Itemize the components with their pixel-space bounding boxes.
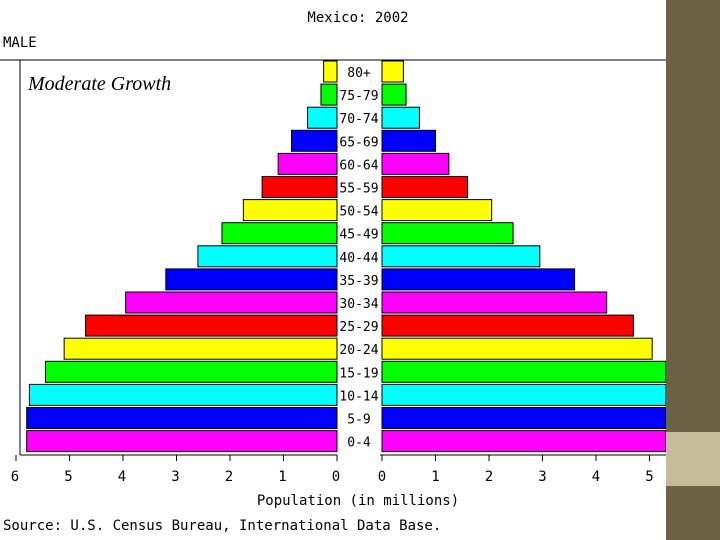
male-bar-20-24 bbox=[63, 337, 338, 360]
age-label: 0-4 bbox=[347, 436, 371, 451]
male-bar-15-19 bbox=[44, 360, 338, 383]
male-bar-50-54 bbox=[242, 199, 338, 222]
age-label: 10-14 bbox=[339, 389, 378, 404]
age-label: 70-74 bbox=[339, 112, 378, 127]
right-tick-label: 5 bbox=[645, 469, 653, 485]
age-label: 25-29 bbox=[339, 320, 378, 335]
x-axis-label: Population (in millions) bbox=[257, 493, 459, 509]
female-bar-25-29 bbox=[381, 314, 634, 337]
age-label: 55-59 bbox=[339, 182, 378, 197]
age-label: 60-64 bbox=[339, 158, 378, 173]
source-note: Source: U.S. Census Bureau, Internationa… bbox=[3, 518, 441, 534]
male-bar-55-59 bbox=[261, 176, 338, 198]
female-bar-75-79 bbox=[381, 83, 407, 106]
slide-side-swatch bbox=[666, 432, 720, 486]
right-tick-label: 1 bbox=[431, 469, 439, 485]
female-bar-60-64 bbox=[381, 152, 450, 175]
left-tick-label: 0 bbox=[332, 469, 340, 485]
female-bars bbox=[381, 60, 667, 453]
right-axis-ticks: 0 1 2 3 4 5 bbox=[378, 455, 654, 485]
female-bar-65-69 bbox=[381, 129, 436, 152]
left-tick-label: 5 bbox=[64, 469, 72, 485]
age-label: 15-19 bbox=[339, 366, 378, 381]
left-tick-label: 6 bbox=[11, 469, 19, 485]
age-label: 5-9 bbox=[347, 413, 370, 428]
female-bar-80+ bbox=[381, 60, 404, 83]
left-tick-label: 4 bbox=[118, 469, 126, 485]
left-tick-label: 1 bbox=[278, 469, 286, 485]
male-bar-30-34 bbox=[125, 291, 338, 314]
age-label: 20-24 bbox=[339, 343, 378, 358]
female-bar-50-54 bbox=[381, 199, 493, 222]
female-bar-15-19 bbox=[381, 360, 667, 383]
right-tick-label: 3 bbox=[538, 469, 546, 485]
female-bar-30-34 bbox=[381, 291, 608, 314]
female-bar-5-9 bbox=[381, 407, 667, 429]
left-axis-ticks: 6 5 4 3 2 1 0 bbox=[11, 455, 340, 485]
male-bar-80+ bbox=[323, 60, 338, 83]
left-tick-label: 3 bbox=[171, 469, 179, 485]
age-label: 65-69 bbox=[339, 135, 378, 150]
male-bar-40-44 bbox=[197, 245, 338, 268]
chart-title: Mexico: 2002 bbox=[307, 10, 408, 26]
female-bar-55-59 bbox=[381, 176, 469, 198]
female-bar-0-4 bbox=[381, 430, 667, 453]
male-bar-65-69 bbox=[291, 129, 338, 152]
male-bar-75-79 bbox=[320, 83, 338, 106]
female-bar-40-44 bbox=[381, 245, 541, 268]
male-bar-5-9 bbox=[26, 407, 338, 429]
female-bar-10-14 bbox=[381, 383, 667, 406]
age-label: 45-49 bbox=[339, 228, 378, 243]
age-label: 75-79 bbox=[339, 89, 378, 104]
age-label: 80+ bbox=[347, 66, 371, 81]
right-tick-label: 4 bbox=[592, 469, 600, 485]
chart-frame bbox=[0, 59, 666, 456]
age-label: 40-44 bbox=[339, 251, 378, 266]
male-bar-0-4 bbox=[26, 430, 338, 453]
male-bar-10-14 bbox=[28, 383, 338, 406]
male-label: MALE bbox=[3, 35, 37, 51]
male-bar-35-39 bbox=[165, 268, 338, 291]
age-label: 35-39 bbox=[339, 274, 378, 289]
female-bar-70-74 bbox=[381, 106, 420, 129]
female-bar-45-49 bbox=[381, 222, 514, 245]
right-tick-label: 2 bbox=[485, 469, 493, 485]
male-bars bbox=[26, 60, 338, 453]
left-tick-label: 2 bbox=[225, 469, 233, 485]
age-label: 30-34 bbox=[339, 297, 378, 312]
male-bar-25-29 bbox=[85, 314, 338, 337]
male-bar-45-49 bbox=[221, 222, 338, 245]
age-label: 50-54 bbox=[339, 205, 378, 220]
right-tick-label: 0 bbox=[378, 469, 386, 485]
annotation-moderate-growth: Moderate Growth bbox=[27, 73, 171, 95]
male-bar-60-64 bbox=[277, 152, 338, 175]
male-bar-70-74 bbox=[307, 106, 338, 129]
age-group-labels: 80+ 75-79 70-74 65-69 60-64 55-59 50-54 45-49 40… bbox=[339, 66, 378, 451]
female-bar-35-39 bbox=[381, 268, 576, 291]
female-bar-20-24 bbox=[381, 337, 653, 360]
